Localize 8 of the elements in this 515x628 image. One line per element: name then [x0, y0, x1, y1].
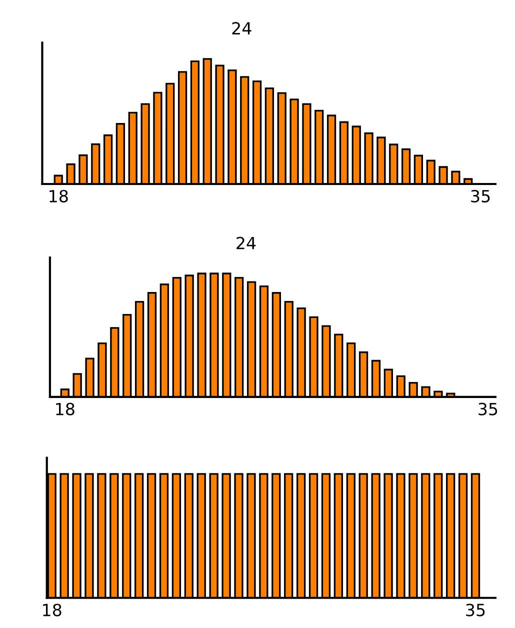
x-tick-label: 35: [466, 604, 485, 616]
x-tick-label: 35: [471, 190, 490, 202]
chart-title: 24: [232, 22, 252, 34]
x-tick-label: 18: [56, 402, 74, 416]
chart-title: 24: [236, 236, 256, 250]
x-tick-label: 35: [478, 402, 498, 416]
x-tick-label: 18: [43, 604, 62, 616]
x-tick-label: 18: [50, 190, 68, 202]
